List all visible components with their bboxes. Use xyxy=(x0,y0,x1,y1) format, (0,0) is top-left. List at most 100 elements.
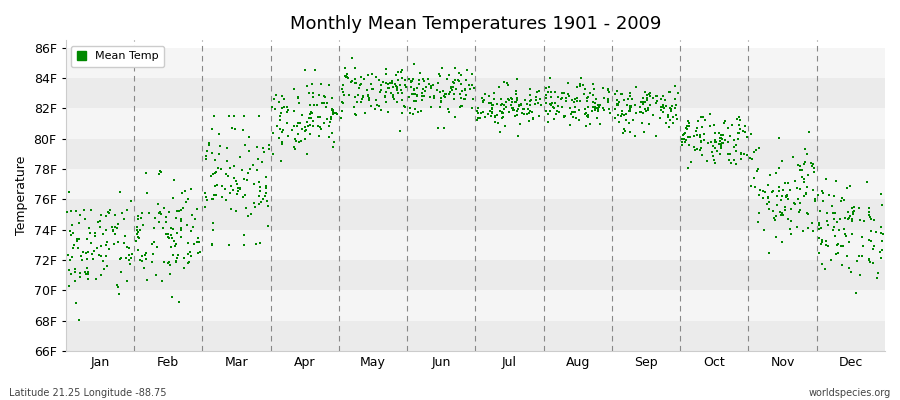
Point xyxy=(760,201,774,208)
Point xyxy=(64,207,78,214)
Point xyxy=(391,90,405,96)
Point xyxy=(615,91,629,97)
Point xyxy=(570,84,584,90)
Point xyxy=(238,192,252,198)
Point xyxy=(510,97,525,104)
Point xyxy=(300,150,314,157)
Point xyxy=(431,80,446,86)
Point xyxy=(140,277,154,283)
Point xyxy=(786,154,800,160)
Point xyxy=(769,234,783,240)
Point xyxy=(680,133,695,140)
Point xyxy=(138,252,152,258)
Point xyxy=(162,235,176,241)
Point xyxy=(385,80,400,87)
Point xyxy=(166,226,180,232)
Point xyxy=(663,106,678,112)
Point xyxy=(362,96,376,103)
Point xyxy=(94,212,109,218)
Point xyxy=(446,90,461,97)
Point xyxy=(609,101,624,107)
Point xyxy=(573,74,588,81)
Point xyxy=(752,192,766,198)
Point xyxy=(583,90,598,96)
Point xyxy=(808,196,823,203)
Point xyxy=(77,269,92,275)
Point xyxy=(338,92,352,98)
Point xyxy=(838,215,852,221)
Point xyxy=(356,96,370,102)
Point xyxy=(166,177,181,184)
Point xyxy=(65,222,79,228)
Point xyxy=(640,97,654,104)
Point xyxy=(735,128,750,134)
Point xyxy=(274,141,289,148)
Point xyxy=(811,192,825,198)
Point xyxy=(198,204,212,210)
Point xyxy=(154,169,168,175)
Point xyxy=(812,235,826,242)
Point xyxy=(636,110,651,116)
Point xyxy=(385,94,400,100)
Point xyxy=(178,188,193,194)
Point xyxy=(874,224,888,230)
Point xyxy=(578,111,592,118)
Point xyxy=(831,250,845,256)
Point xyxy=(165,235,179,241)
Point xyxy=(413,108,428,114)
Point xyxy=(663,108,678,114)
Point xyxy=(791,162,806,168)
Point xyxy=(308,67,322,74)
Point xyxy=(200,197,214,203)
Point xyxy=(665,120,680,126)
Point xyxy=(570,98,584,104)
Point xyxy=(322,133,337,140)
Point xyxy=(656,93,670,100)
Point xyxy=(770,213,784,219)
Point xyxy=(659,103,673,109)
Point xyxy=(623,92,637,99)
Point xyxy=(240,213,255,220)
Point xyxy=(204,173,219,179)
Point xyxy=(362,95,376,102)
Point xyxy=(616,97,631,104)
Point xyxy=(662,124,676,130)
Point xyxy=(708,138,723,145)
Point xyxy=(354,74,368,81)
Point xyxy=(139,250,153,256)
Point xyxy=(235,167,249,174)
Point xyxy=(580,113,594,120)
Point xyxy=(716,132,730,138)
Point xyxy=(298,128,312,134)
Point xyxy=(329,110,344,116)
Point xyxy=(509,108,524,114)
Point xyxy=(258,190,273,196)
Point xyxy=(81,249,95,256)
Point xyxy=(345,55,359,61)
Point xyxy=(827,192,842,199)
Point xyxy=(557,89,572,96)
Point xyxy=(573,98,588,104)
Point xyxy=(236,194,250,200)
Point xyxy=(563,111,578,118)
Point xyxy=(159,231,174,238)
Point xyxy=(91,219,105,226)
Point xyxy=(215,183,230,190)
Point xyxy=(220,145,235,151)
Point xyxy=(447,80,462,86)
Point xyxy=(812,226,826,232)
Point xyxy=(597,95,611,102)
Point xyxy=(361,92,375,98)
Point xyxy=(827,224,842,230)
Point xyxy=(76,248,91,255)
Point xyxy=(659,120,673,126)
Point xyxy=(800,211,814,217)
Point xyxy=(756,188,770,195)
Point xyxy=(681,118,696,124)
Point xyxy=(800,171,814,178)
Point xyxy=(586,81,600,87)
Point xyxy=(867,216,881,223)
Point xyxy=(244,211,258,217)
Point xyxy=(133,257,148,264)
Point xyxy=(585,108,599,114)
